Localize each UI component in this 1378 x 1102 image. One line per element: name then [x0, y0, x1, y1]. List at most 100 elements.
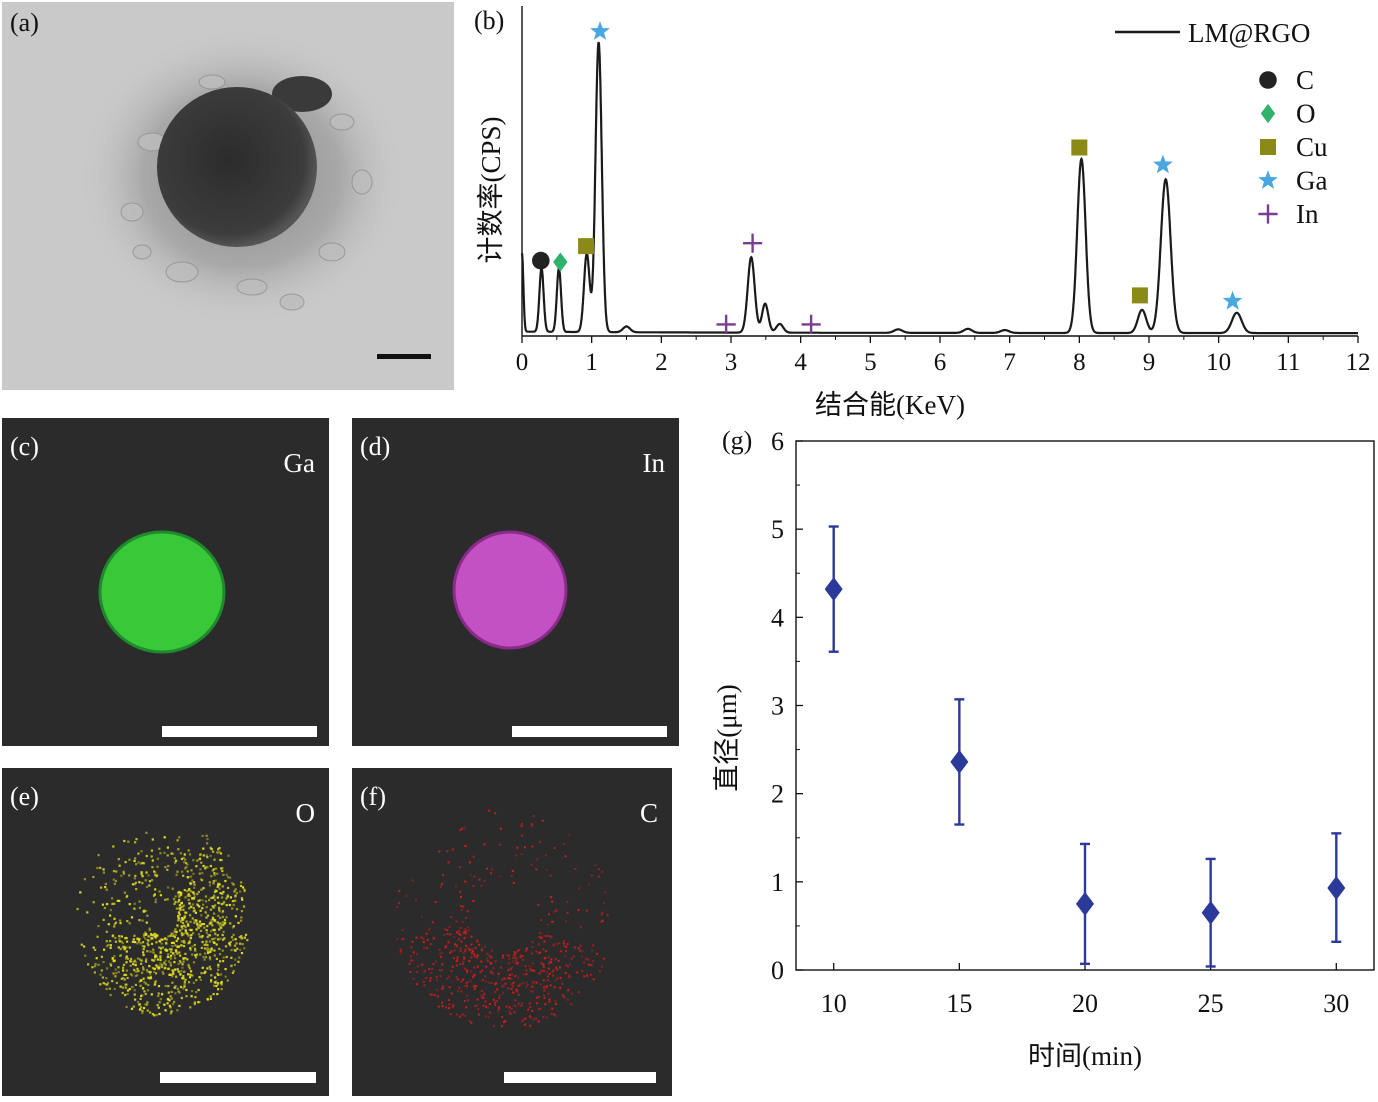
- c-signal-dot: [455, 976, 458, 979]
- o-signal-dot: [205, 940, 208, 943]
- c-signal-dot: [436, 979, 439, 982]
- o-signal-dot: [161, 963, 164, 967]
- scale-bar: [162, 726, 317, 737]
- c-signal-dot: [420, 936, 423, 939]
- o-signal-dot: [138, 919, 141, 922]
- legend-label-c: C: [1296, 65, 1314, 95]
- c-signal-dot: [556, 968, 559, 971]
- c-signal-dot: [475, 940, 478, 943]
- c-signal-dot: [503, 1021, 505, 1024]
- o-signal-dot: [234, 888, 237, 891]
- o-signal-dot: [192, 881, 196, 884]
- c-signal-dot: [564, 955, 567, 958]
- o-signal-dot: [182, 856, 185, 859]
- o-signal-dot: [175, 907, 178, 910]
- c-signal-dot: [535, 1017, 538, 1020]
- c-signal-dot: [547, 975, 549, 978]
- o-signal-dot: [158, 964, 161, 968]
- o-signal-dot: [159, 958, 162, 962]
- o-signal-dot: [221, 896, 224, 899]
- o-signal-dot: [193, 895, 196, 898]
- o-signal-dot: [183, 889, 186, 892]
- c-signal-dot: [496, 1010, 499, 1013]
- o-signal-dot: [192, 859, 195, 862]
- c-signal-dot: [460, 990, 463, 993]
- o-signal-dot: [231, 907, 234, 910]
- o-signal-dot: [120, 940, 123, 943]
- o-signal-dot: [97, 925, 100, 928]
- c-signal-dot: [506, 954, 509, 956]
- c-signal-dot: [474, 947, 477, 950]
- o-signal-dot: [164, 898, 167, 901]
- c-signal-dot: [469, 861, 471, 864]
- o-signal-dot: [151, 934, 154, 937]
- o-signal-dot: [172, 941, 175, 945]
- c-signal-dot: [568, 975, 571, 978]
- o-signal-dot: [220, 983, 223, 986]
- c-signal-dot: [459, 905, 462, 908]
- c-signal-dot: [462, 932, 465, 934]
- o-signal-dot: [124, 983, 127, 986]
- x-tick-label: 6: [934, 349, 947, 376]
- c-signal-dot: [576, 971, 579, 974]
- o-signal-dot: [176, 952, 179, 955]
- o-signal-dot: [145, 968, 149, 972]
- c-signal-dot: [432, 963, 435, 965]
- o-signal-dot: [114, 879, 117, 883]
- c-signal-dot: [440, 951, 443, 954]
- o-signal-dot: [83, 945, 86, 948]
- c-signal-dot: [480, 960, 483, 963]
- o-signal-dot: [118, 899, 121, 902]
- c-signal-dot: [529, 1006, 532, 1009]
- o-signal-dot: [128, 874, 131, 877]
- c-signal-dot: [531, 962, 534, 965]
- c-signal-dot: [542, 986, 545, 989]
- c-signal-dot: [517, 985, 520, 987]
- o-signal-dot: [198, 920, 202, 923]
- o-signal-dot: [142, 1006, 146, 1010]
- o-signal-dot: [166, 846, 169, 849]
- c-signal-dot: [491, 949, 494, 952]
- c-signal-dot: [442, 873, 445, 876]
- c-signal-dot: [476, 1004, 479, 1007]
- o-signal-dot: [149, 972, 152, 975]
- o-signal-dot: [139, 979, 142, 982]
- o-signal-dot: [157, 1006, 160, 1009]
- o-signal-dot: [208, 948, 211, 951]
- c-signal-dot: [538, 996, 541, 998]
- o-signal-dot: [117, 966, 120, 969]
- panel-label-b: (b): [474, 6, 505, 35]
- o-signal-dot: [135, 888, 138, 891]
- o-signal-dot: [146, 950, 149, 953]
- o-signal-dot: [234, 958, 237, 961]
- c-signal-dot: [463, 827, 466, 830]
- o-signal-dot: [206, 997, 209, 1001]
- o-signal-dot: [153, 967, 156, 970]
- o-signal-dot: [207, 933, 210, 937]
- o-signal-dot: [221, 892, 224, 895]
- c-signal-dot: [585, 909, 588, 912]
- o-signal-dot: [202, 854, 205, 857]
- o-signal-dot: [219, 852, 223, 855]
- o-signal-dot: [104, 882, 107, 886]
- o-signal-dot: [102, 961, 105, 964]
- c-signal-dot: [465, 932, 467, 935]
- c-signal-dot: [498, 875, 501, 878]
- o-signal-dot: [178, 951, 181, 954]
- o-signal-dot: [145, 958, 148, 961]
- o-signal-dot: [220, 859, 223, 862]
- c-signal-dot: [468, 929, 471, 932]
- c-signal-dot: [396, 938, 399, 941]
- c-signal-dot: [514, 952, 517, 955]
- o-signal-dot: [167, 985, 170, 988]
- o-signal-dot: [132, 1005, 135, 1008]
- c-signal-dot: [526, 983, 529, 986]
- c-signal-dot: [531, 825, 534, 828]
- o-signal-dot: [154, 888, 157, 891]
- o-signal-dot: [161, 946, 164, 949]
- c-signal-dot: [466, 984, 468, 987]
- o-signal-dot: [230, 936, 234, 939]
- c-signal-dot: [525, 947, 528, 950]
- scale-bar: [160, 1072, 316, 1083]
